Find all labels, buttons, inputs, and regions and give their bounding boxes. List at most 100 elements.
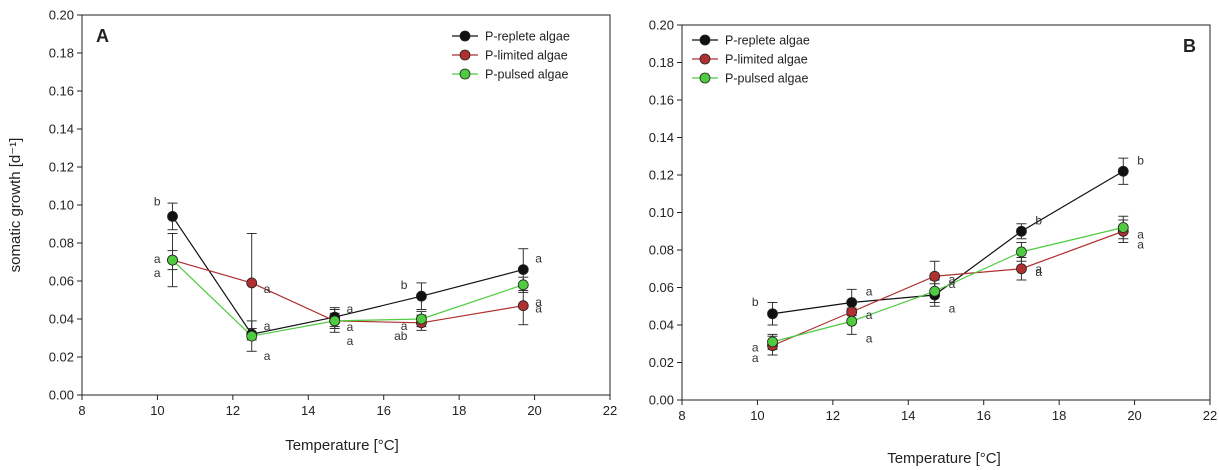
significance-label: ab [394,329,408,343]
significance-label: a [154,252,161,266]
x-tick-label: 20 [527,403,541,418]
legend-label: P-limited algae [725,53,808,67]
series-p-replete-algae [767,157,1129,326]
x-tick-label: 8 [78,403,85,418]
significance-label: b [752,295,759,309]
y-tick-label: 0.08 [49,236,74,251]
data-point [1016,246,1027,258]
significance-label: a [949,272,956,286]
data-point [846,315,858,327]
y-tick-label: 0.10 [649,205,674,220]
legend: P-replete algae P-limited algae P-pulsed a… [452,30,570,82]
significance-label: a [1035,265,1042,279]
y-tick-label: 0.12 [649,168,674,183]
y-tick-label: 0.10 [49,198,74,213]
significance-label: a [347,320,354,334]
y-tick-label: 0.12 [49,160,74,175]
significance-label: a [154,266,161,280]
y-tick-label: 0.00 [49,388,74,403]
significance-label: a [535,302,542,316]
legend-label: P-pulsed algae [485,68,568,82]
x-tick-label: 16 [376,403,390,418]
y-tick-label: 0.08 [649,243,674,258]
data-point [1016,225,1027,237]
significance-label: a [264,282,271,296]
y-tick-label: 0.18 [649,55,674,70]
y-tick-label: 0.02 [49,350,74,365]
significance-label: b [1137,153,1144,167]
x-tick-label: 10 [150,403,164,418]
panel-letter: A [96,26,109,46]
legend-label: P-replete algae [725,34,810,48]
significance-label: b [154,194,161,208]
legend-marker [699,72,711,84]
significance-label: a [1137,238,1144,252]
significance-label: a [347,334,354,348]
legend-marker [699,34,711,46]
y-tick-label: 0.04 [649,318,674,333]
y-tick-label: 0.16 [49,84,74,99]
y-tick-label: 0.16 [649,93,674,108]
x-tick-label: 20 [1127,408,1141,423]
x-tick-label: 22 [1203,408,1217,423]
y-tick-label: 0.18 [49,46,74,61]
y-tick-label: 0.04 [49,312,74,327]
significance-label: a [264,349,271,363]
y-tick-label: 0.02 [649,355,674,370]
significance-label: a [866,308,873,322]
significance-label: a [1035,262,1042,276]
significance-label: a [949,277,956,291]
x-tick-label: 12 [226,403,240,418]
x-axis-label: Temperature [°C] [285,437,399,454]
data-point [846,297,858,308]
y-tick-label: 0.14 [649,130,674,145]
legend-marker [699,53,711,65]
significance-label: a [535,252,542,266]
legend-label: P-pulsed algae [725,72,808,86]
data-point [246,330,258,342]
data-point [1117,165,1129,177]
y-tick-label: 0.14 [49,122,74,137]
significance-label: a [866,331,873,345]
data-point [846,306,858,318]
y-tick-label: 0.20 [49,8,74,23]
significance-label: a [866,285,873,299]
legend-label: P-limited algae [485,49,568,63]
significance-label: a [535,295,542,309]
x-tick-label: 8 [678,408,685,423]
significance-label: a [1137,227,1144,241]
y-tick-label: 0.20 [649,18,674,33]
data-point [1117,222,1129,233]
data-point [767,336,778,348]
y-tick-label: 0.00 [649,393,674,408]
series-line [772,170,1124,315]
data-point [246,277,258,289]
significance-label: a [401,319,408,333]
chart-panel-B: 0.00 0.02 0.04 0.06 0.08 0.10 0.12 0.14 0.16 0.18… [649,18,1218,468]
significance-label: a [347,302,354,316]
data-point [167,210,178,222]
x-axis-label: Temperature [°C] [887,450,1001,467]
data-point [517,264,529,276]
significance-label: b [1035,213,1042,227]
data-point [767,308,778,320]
data-point [416,290,427,302]
data-point [167,254,178,266]
y-axis-label: somatic growth [d⁻¹] [7,138,24,273]
data-point [1016,263,1027,275]
x-tick-label: 12 [826,408,840,423]
data-point [929,285,941,297]
significance-label: a [752,341,759,355]
x-tick-label: 14 [301,403,315,418]
x-tick-label: 14 [901,408,915,423]
data-point [517,300,529,312]
significance-label: a [752,351,759,365]
data-point [416,313,427,325]
data-point [929,270,941,282]
chart-panel-A: 0.00 0.02 0.04 0.06 0.08 0.10 0.12 0.14 0.16 0.18… [7,8,617,455]
x-tick-label: 22 [603,403,617,418]
x-tick-label: 18 [452,403,466,418]
significance-label: b [401,278,408,292]
